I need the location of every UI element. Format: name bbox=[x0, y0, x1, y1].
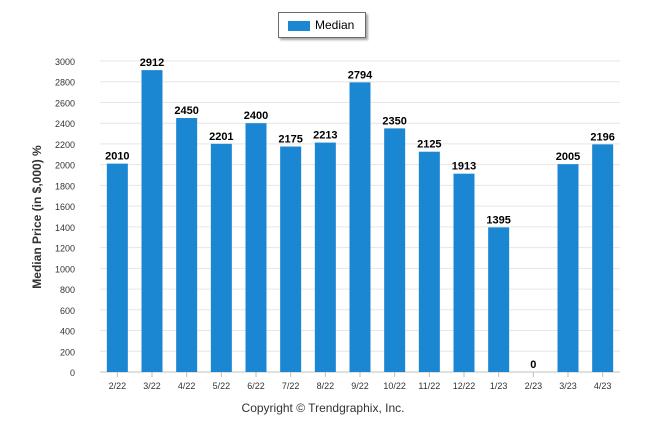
x-tick-label: 6/22 bbox=[247, 381, 265, 391]
data-label: 1395 bbox=[486, 214, 510, 226]
y-tick-label: 2600 bbox=[55, 98, 75, 108]
data-label: 1913 bbox=[452, 161, 476, 173]
bar-1-23 bbox=[488, 227, 510, 372]
data-label: 2912 bbox=[140, 57, 164, 69]
y-tick-label: 0 bbox=[70, 368, 75, 378]
y-tick-label: 1000 bbox=[55, 264, 75, 274]
y-tick-label: 2200 bbox=[55, 140, 75, 150]
y-tick-label: 400 bbox=[60, 327, 75, 337]
bar-10-22 bbox=[384, 128, 406, 372]
bar-7-22 bbox=[280, 146, 302, 372]
y-tick-label: 1600 bbox=[55, 202, 75, 212]
data-label: 2005 bbox=[556, 151, 580, 163]
y-tick-label: 1400 bbox=[55, 223, 75, 233]
legend-label-median: Median bbox=[315, 18, 355, 32]
data-label: 2201 bbox=[209, 131, 233, 143]
bar-6-22 bbox=[245, 123, 267, 372]
x-tick-label: 4/22 bbox=[178, 381, 196, 391]
copyright-footer: Copyright © Trendgraphix, Inc. bbox=[241, 401, 405, 415]
bar-2-22 bbox=[106, 163, 128, 372]
y-tick-label: 1800 bbox=[55, 181, 75, 191]
bars bbox=[106, 70, 614, 373]
x-tick-label: 9/22 bbox=[351, 381, 369, 391]
y-tick-label: 200 bbox=[60, 347, 75, 357]
bar-4-23 bbox=[592, 144, 614, 372]
bar-4-22 bbox=[176, 118, 198, 373]
x-tick-label: 10/22 bbox=[383, 381, 406, 391]
x-tick-label: 8/22 bbox=[317, 381, 335, 391]
x-tick-label: 2/22 bbox=[109, 381, 127, 391]
legend-swatch-median bbox=[288, 21, 310, 31]
chart-legend: Median bbox=[278, 12, 366, 38]
y-tick-label: 600 bbox=[60, 306, 75, 316]
y-tick-label: 2000 bbox=[55, 161, 75, 171]
bar-3-23 bbox=[557, 164, 579, 372]
data-label: 2010 bbox=[105, 151, 129, 163]
x-tick-label: 3/23 bbox=[559, 381, 577, 391]
bar-5-22 bbox=[210, 143, 232, 372]
y-tick-label: 3000 bbox=[55, 57, 75, 67]
data-label: 2400 bbox=[244, 110, 268, 122]
y-tick-label: 2400 bbox=[55, 119, 75, 129]
y-tick-labels: 0 200 400 600 800 1000 1200 1400 1600 1800 2000 220… bbox=[55, 57, 75, 378]
data-labels: 2010 2912 2450 2201 2400 2175 2213 2794 2350 2125… bbox=[105, 57, 615, 371]
bar-9-22 bbox=[349, 82, 371, 372]
data-label: 2213 bbox=[313, 130, 337, 142]
data-label: 2794 bbox=[348, 69, 373, 81]
bar-8-22 bbox=[314, 142, 336, 372]
data-label: 2175 bbox=[278, 134, 302, 146]
x-tick-label: 1/23 bbox=[490, 381, 508, 391]
data-label: 0 bbox=[530, 359, 536, 371]
x-tick-label: 5/22 bbox=[213, 381, 231, 391]
x-tick-label: 4/23 bbox=[594, 381, 612, 391]
y-tick-label: 800 bbox=[60, 285, 75, 295]
data-label: 2450 bbox=[174, 105, 198, 117]
data-label: 2125 bbox=[417, 139, 441, 151]
bar-12-22 bbox=[453, 173, 475, 372]
x-tick-label: 11/22 bbox=[418, 381, 440, 391]
x-tick-label: 2/23 bbox=[525, 381, 543, 391]
x-tick-labels: 2/22 3/22 4/22 5/22 6/22 7/22 8/22 9/22 10/22 11/… bbox=[109, 372, 612, 391]
x-tick-label: 12/22 bbox=[453, 381, 476, 391]
data-label: 2350 bbox=[382, 115, 406, 127]
bar-11-22 bbox=[418, 151, 440, 372]
y-tick-label: 1200 bbox=[55, 244, 75, 254]
y-tick-label: 2800 bbox=[55, 78, 75, 88]
x-tick-label: 7/22 bbox=[282, 381, 300, 391]
y-axis-label: Median Price (in $,000) % bbox=[30, 145, 44, 289]
bar-3-22 bbox=[141, 70, 163, 372]
x-tick-label: 3/22 bbox=[143, 381, 161, 391]
data-label: 2196 bbox=[590, 131, 614, 143]
